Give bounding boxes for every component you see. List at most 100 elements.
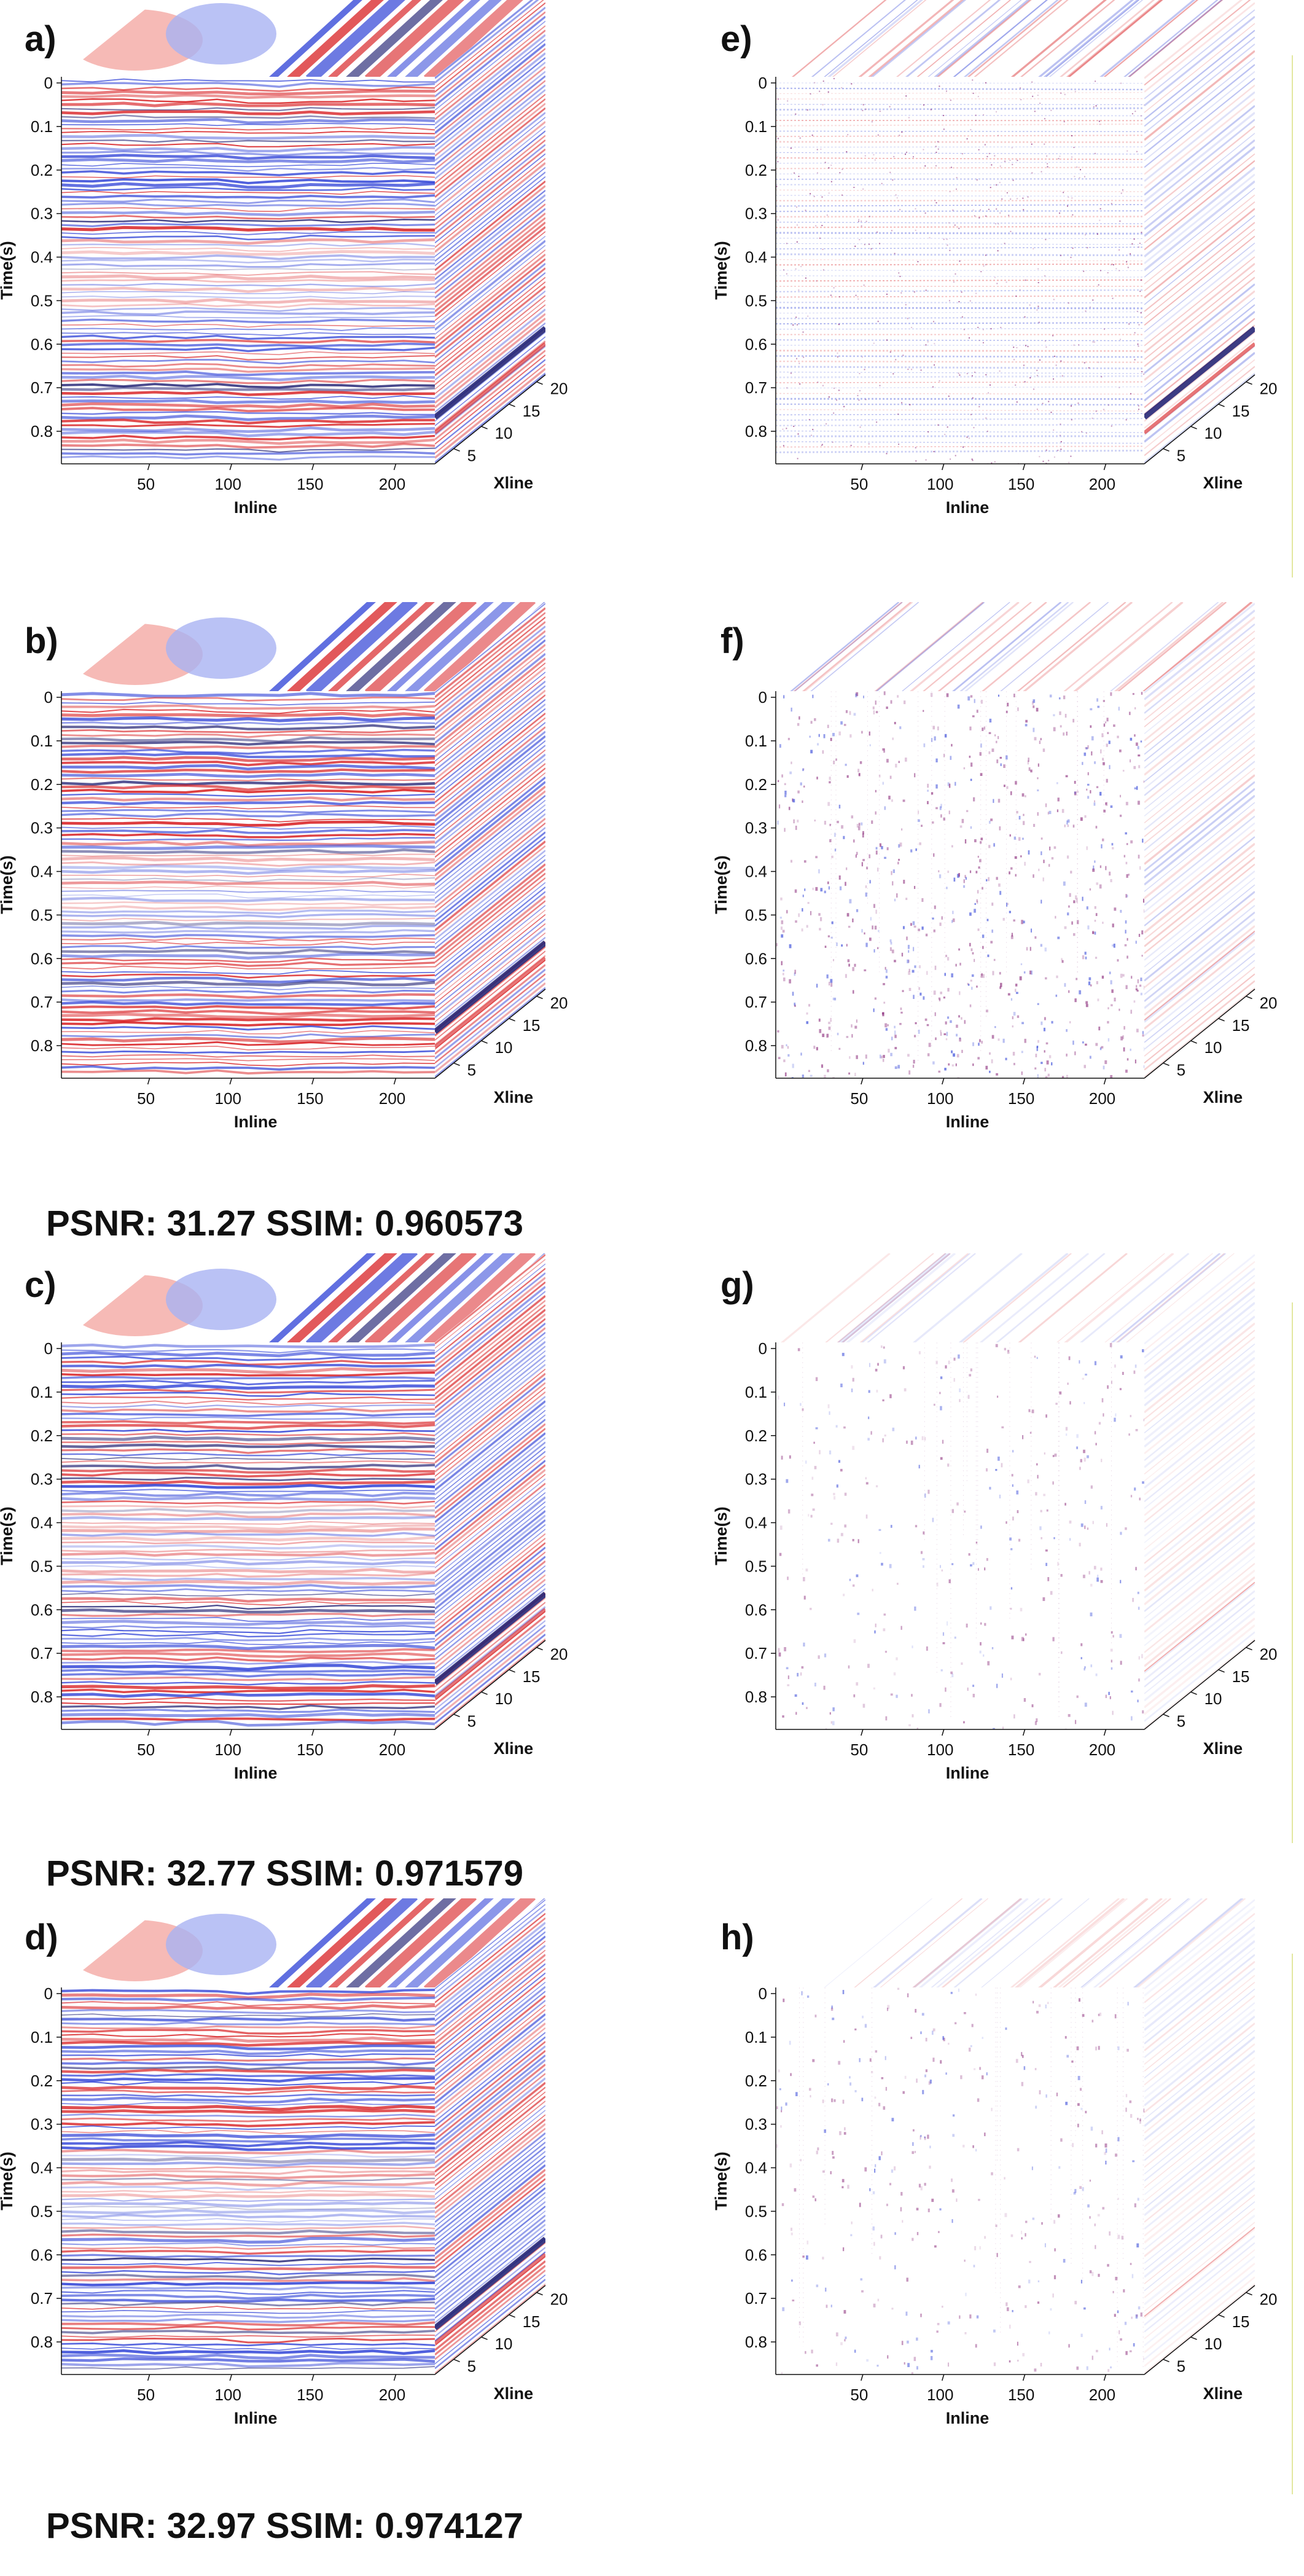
side-face xyxy=(1144,602,1255,1078)
xline-axis-label: Xline xyxy=(1203,474,1243,492)
time-tick: 0.4 xyxy=(31,863,53,881)
xline-tick: 5 xyxy=(467,1712,476,1730)
side-face xyxy=(1144,1898,1255,2374)
time-axis-label: Time(s) xyxy=(712,1506,730,1565)
time-tick: 0.7 xyxy=(31,1644,53,1662)
inline-axis-label: Inline xyxy=(946,498,990,517)
xline-tick: 15 xyxy=(523,2312,541,2331)
time-tick: 0.6 xyxy=(31,949,53,968)
time-tick: 0.5 xyxy=(31,906,53,924)
axes: 0 0.1 0.2 0.3 0.4 0.5 0.6 0.7 0.8 Time(s) 50 100 150… xyxy=(712,1984,1278,2427)
metric-b: PSNR: 31.27 SSIM: 0.960573 xyxy=(46,1204,523,1243)
inline-tick: 50 xyxy=(137,2386,155,2404)
time-tick: 0.2 xyxy=(31,2072,53,2090)
xline-tick: 5 xyxy=(1177,1712,1185,1730)
panel-label-d: d) xyxy=(25,1917,58,1957)
inline-tick: 200 xyxy=(379,2386,405,2404)
axes: 0 0.1 0.2 0.3 0.4 0.5 0.6 0.7 0.8 Time(s) 50 100 150… xyxy=(0,74,568,517)
inline-tick: 150 xyxy=(297,1089,323,1108)
time-tick: 0.5 xyxy=(745,1557,767,1575)
side-face xyxy=(435,0,545,464)
time-tick: 0.8 xyxy=(745,2333,767,2351)
xline-tick: 10 xyxy=(1204,1689,1222,1708)
time-tick: 0.5 xyxy=(31,2202,53,2220)
time-tick: 0.5 xyxy=(745,291,767,310)
xline-axis-label: Xline xyxy=(494,2384,534,2403)
inline-axis-label: Inline xyxy=(946,1113,990,1131)
xline-tick: 20 xyxy=(1260,380,1278,398)
front-face xyxy=(776,77,1144,464)
time-tick: 0.6 xyxy=(745,2245,767,2264)
time-tick: 0.2 xyxy=(745,1427,767,1445)
inline-tick: 50 xyxy=(850,475,868,493)
time-tick: 0.1 xyxy=(31,732,53,750)
time-tick: 0.8 xyxy=(745,1688,767,1706)
time-tick: 0 xyxy=(44,74,53,92)
time-tick: 0.2 xyxy=(31,1427,53,1445)
xline-axis-label: Xline xyxy=(494,1088,534,1106)
time-axis-label: Time(s) xyxy=(0,241,16,300)
xline-tick: 15 xyxy=(1232,2312,1250,2331)
inline-tick: 200 xyxy=(1089,1089,1115,1108)
xline-tick: 5 xyxy=(1177,1060,1185,1079)
edge-line-g xyxy=(1292,1302,1293,1843)
time-tick: 0 xyxy=(44,1984,53,2003)
side-face xyxy=(435,1898,545,2374)
xline-axis-label: Xline xyxy=(494,1739,534,1758)
xline-tick: 20 xyxy=(550,380,568,398)
front-face xyxy=(776,1987,1144,2374)
time-tick: 0.6 xyxy=(31,1600,53,1619)
time-tick: 0.1 xyxy=(745,732,767,750)
xline-tick: 15 xyxy=(523,1667,541,1686)
time-tick: 0.2 xyxy=(745,775,767,794)
inline-tick: 50 xyxy=(850,1089,868,1108)
inline-tick: 50 xyxy=(137,1740,155,1759)
xline-tick: 15 xyxy=(1232,1016,1250,1035)
time-tick: 0.1 xyxy=(745,117,767,136)
time-tick: 0.1 xyxy=(31,2028,53,2046)
xline-tick: 20 xyxy=(1260,1645,1278,1664)
inline-tick: 200 xyxy=(379,1089,405,1108)
time-tick: 0.3 xyxy=(31,819,53,837)
time-tick: 0.4 xyxy=(745,1514,767,1532)
xline-tick: 15 xyxy=(1232,402,1250,420)
inline-tick: 100 xyxy=(215,1089,241,1108)
time-tick: 0.6 xyxy=(745,949,767,968)
xline-tick: 10 xyxy=(495,2335,513,2353)
inline-tick: 50 xyxy=(137,475,155,493)
xline-tick: 5 xyxy=(467,1060,476,1079)
time-tick: 0 xyxy=(759,688,767,707)
time-tick: 0.2 xyxy=(31,161,53,179)
panel-label-e: e) xyxy=(720,19,752,59)
time-axis-label: Time(s) xyxy=(0,1506,16,1565)
time-tick: 0.1 xyxy=(31,1383,53,1401)
time-tick: 0.4 xyxy=(745,863,767,881)
cube-panel-c: 0 0.1 0.2 0.3 0.4 0.5 0.6 0.7 0.8 Time(s) 50 100 150… xyxy=(0,1253,568,1782)
time-tick: 0.5 xyxy=(31,291,53,310)
xline-tick: 15 xyxy=(523,1016,541,1035)
front-face xyxy=(61,1342,435,1729)
xline-tick: 10 xyxy=(1204,2335,1222,2353)
xline-tick: 20 xyxy=(550,1645,568,1664)
cube-panel-f: 0 0.1 0.2 0.3 0.4 0.5 0.6 0.7 0.8 Time(s) 50 100 150… xyxy=(712,602,1278,1131)
xline-tick: 15 xyxy=(1232,1667,1250,1686)
time-axis-label: Time(s) xyxy=(712,241,730,300)
time-tick: 0.3 xyxy=(31,1470,53,1489)
front-face xyxy=(776,1342,1144,1729)
time-tick: 0.2 xyxy=(745,2072,767,2090)
inline-tick: 150 xyxy=(1008,1740,1034,1759)
inline-tick: 150 xyxy=(1008,2386,1034,2404)
inline-tick: 100 xyxy=(927,2386,953,2404)
time-tick: 0.8 xyxy=(745,422,767,440)
time-tick: 0.8 xyxy=(31,1036,53,1055)
xline-tick: 10 xyxy=(1204,1038,1222,1057)
inline-tick: 50 xyxy=(850,2386,868,2404)
time-tick: 0.4 xyxy=(31,248,53,267)
inline-tick: 200 xyxy=(1089,475,1115,493)
front-face xyxy=(61,77,435,464)
time-tick: 0.7 xyxy=(31,993,53,1011)
xline-tick: 5 xyxy=(1177,2357,1185,2375)
xline-tick: 20 xyxy=(1260,994,1278,1012)
inline-tick: 100 xyxy=(927,1740,953,1759)
axes: 0 0.1 0.2 0.3 0.4 0.5 0.6 0.7 0.8 Time(s) 50 100 150… xyxy=(0,688,568,1131)
